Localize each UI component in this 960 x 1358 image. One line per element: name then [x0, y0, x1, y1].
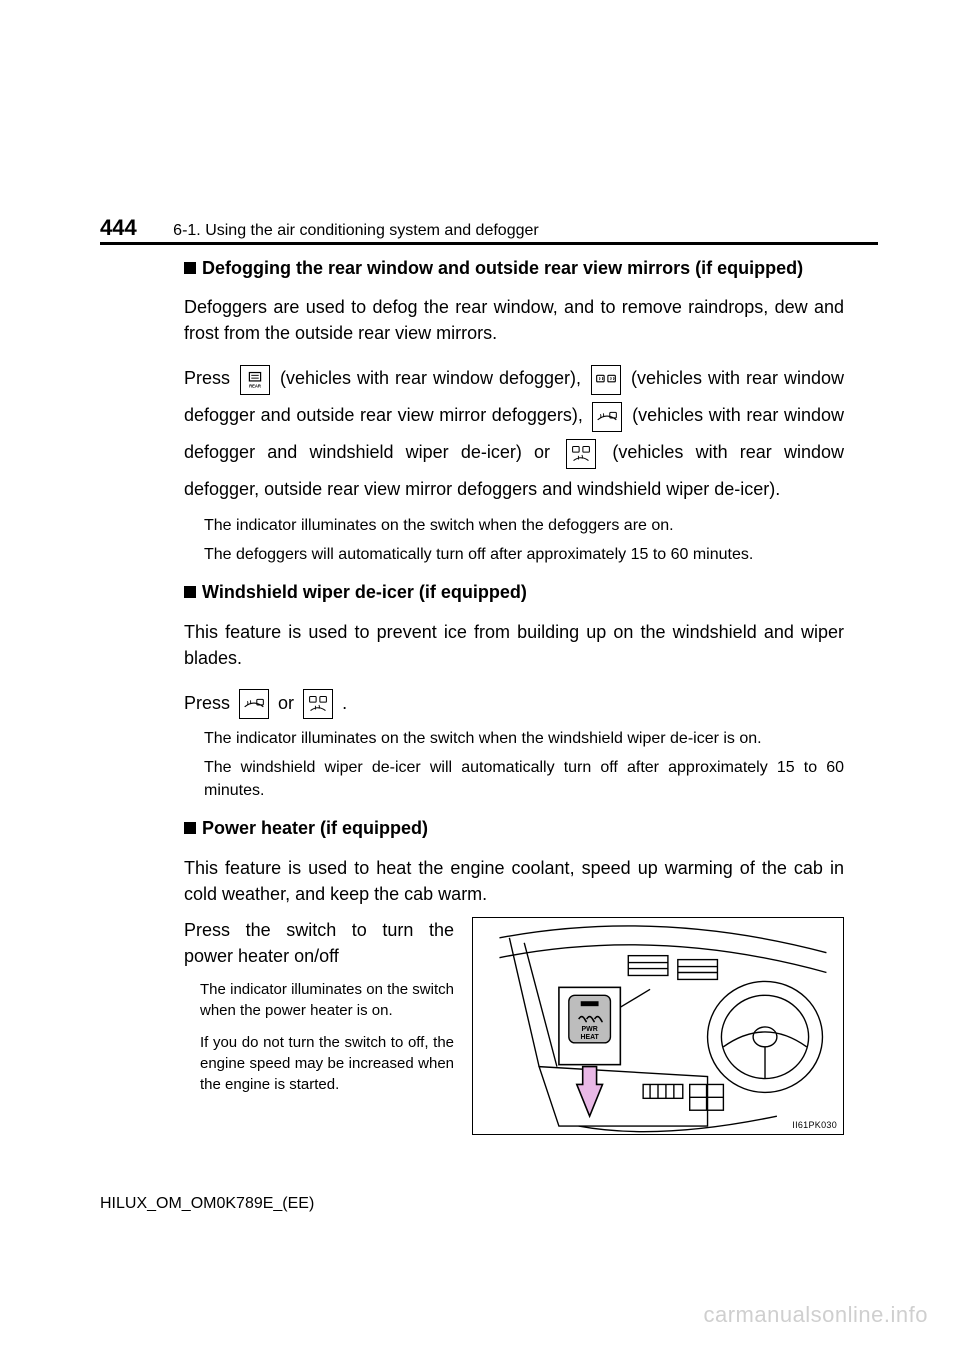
- power-heater-instruction: Press the switch to turn the power heate…: [184, 917, 454, 969]
- power-heater-text: Press the switch to turn the power heate…: [184, 917, 454, 1135]
- defogging-instructions: Press REAR (vehicles with rear window de…: [184, 360, 844, 508]
- manual-page: 444 6-1. Using the air conditioning syst…: [0, 0, 960, 1358]
- page-number: 444: [100, 215, 137, 241]
- combo-defogger-icon: [566, 439, 596, 469]
- btn-line2: HEAT: [580, 1034, 599, 1041]
- rear-defogger-icon: REAR: [240, 365, 270, 395]
- svg-text:REAR: REAR: [249, 383, 261, 388]
- section-heading: 6-1. Using the air conditioning system a…: [173, 222, 539, 240]
- bullet-icon: [184, 262, 196, 274]
- deicer-instructions: Press or .: [184, 685, 844, 721]
- page-content: Defogging the rear window and outside re…: [184, 256, 844, 1135]
- watermark: carmanualsonline.info: [703, 1302, 928, 1328]
- bullet-icon: [184, 586, 196, 598]
- defogging-note-2: The defoggers will automatically turn of…: [184, 543, 844, 566]
- combo-defogger-icon: [303, 689, 333, 719]
- text-fragment: or: [278, 693, 299, 713]
- wiper-deicer-icon: [239, 689, 269, 719]
- btn-line1: PWR: [582, 1026, 598, 1033]
- defogging-title: Defogging the rear window and outside re…: [184, 256, 844, 280]
- power-heater-note-1: The indicator illuminates on the switch …: [184, 979, 454, 1022]
- title-text: Defogging the rear window and outside re…: [202, 258, 803, 278]
- title-text: Power heater (if equipped): [202, 818, 428, 838]
- deicer-note-1: The indicator illuminates on the switch …: [184, 727, 844, 750]
- text-fragment: .: [342, 693, 347, 713]
- dashboard-svg: PWR HEAT: [473, 918, 843, 1134]
- dashboard-illustration: PWR HEAT II61PK030: [472, 917, 844, 1135]
- footer-code: HILUX_OM_OM0K789E_(EE): [100, 1195, 314, 1213]
- text-fragment: (vehicles with rear window defogger),: [280, 368, 587, 388]
- bullet-icon: [184, 822, 196, 834]
- mirror-defogger-icon: [591, 365, 621, 395]
- title-text: Windshield wiper de-icer (if equipped): [202, 582, 527, 602]
- illustration-code: II61PK030: [792, 1120, 837, 1130]
- power-heater-row: Press the switch to turn the power heate…: [184, 917, 844, 1135]
- header-rule: [100, 242, 878, 245]
- deicer-title: Windshield wiper de-icer (if equipped): [184, 580, 844, 604]
- text-fragment: Press: [184, 693, 235, 713]
- defogging-note-1: The indicator illuminates on the switch …: [184, 514, 844, 537]
- deicer-note-2: The windshield wiper de-icer will automa…: [184, 756, 844, 802]
- power-heater-intro: This feature is used to heat the engine …: [184, 855, 844, 907]
- text-fragment: Press: [184, 368, 236, 388]
- wiper-deicer-icon: [592, 402, 622, 432]
- deicer-intro: This feature is used to prevent ice from…: [184, 619, 844, 671]
- page-header: 444 6-1. Using the air conditioning syst…: [100, 215, 880, 241]
- power-heater-note-2: If you do not turn the switch to off, th…: [184, 1032, 454, 1096]
- power-heater-title: Power heater (if equipped): [184, 816, 844, 840]
- defogging-intro: Defoggers are used to defog the rear win…: [184, 294, 844, 346]
